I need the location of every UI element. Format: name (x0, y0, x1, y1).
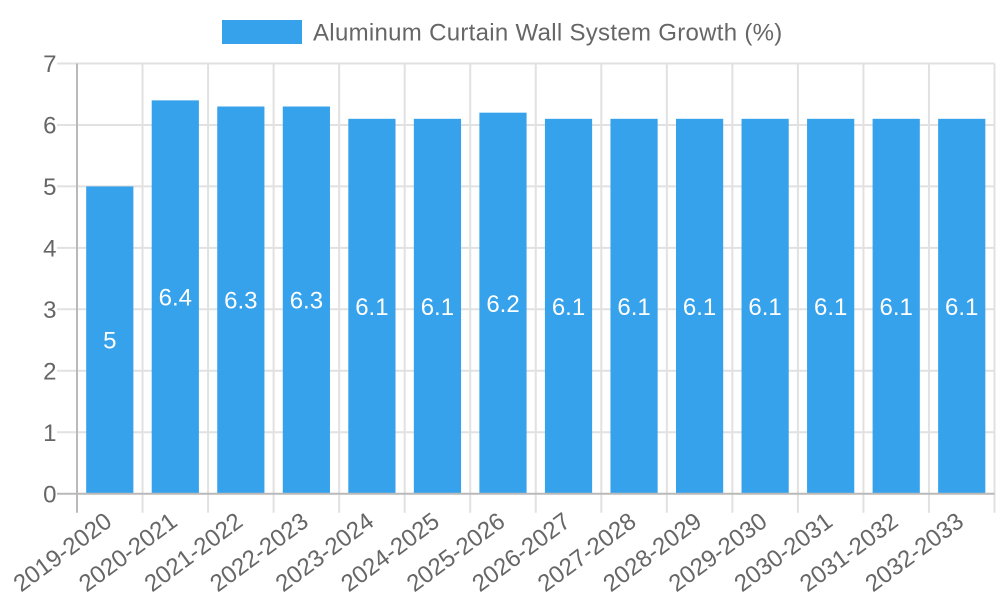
svg-text:6.3: 6.3 (290, 288, 323, 315)
svg-text:3: 3 (43, 297, 56, 324)
svg-text:6.1: 6.1 (814, 294, 847, 321)
svg-text:6.1: 6.1 (945, 294, 978, 321)
svg-text:5: 5 (103, 328, 116, 355)
svg-text:6.1: 6.1 (880, 294, 913, 321)
svg-text:6.1: 6.1 (748, 294, 781, 321)
svg-text:5: 5 (43, 174, 56, 201)
svg-text:6.3: 6.3 (224, 288, 257, 315)
svg-text:6: 6 (43, 113, 56, 140)
svg-text:6.1: 6.1 (617, 294, 650, 321)
svg-text:6.1: 6.1 (552, 294, 585, 321)
svg-text:1: 1 (43, 420, 56, 447)
svg-text:6.2: 6.2 (486, 291, 519, 318)
svg-text:4: 4 (43, 236, 56, 263)
svg-text:6.1: 6.1 (683, 294, 716, 321)
svg-text:6.1: 6.1 (355, 294, 388, 321)
svg-text:2: 2 (43, 358, 56, 385)
svg-text:7: 7 (43, 51, 56, 78)
svg-text:Aluminum Curtain Wall System G: Aluminum Curtain Wall System Growth (%) (313, 20, 783, 47)
svg-text:6.4: 6.4 (159, 285, 192, 312)
svg-text:0: 0 (43, 481, 56, 508)
svg-text:6.1: 6.1 (421, 294, 454, 321)
